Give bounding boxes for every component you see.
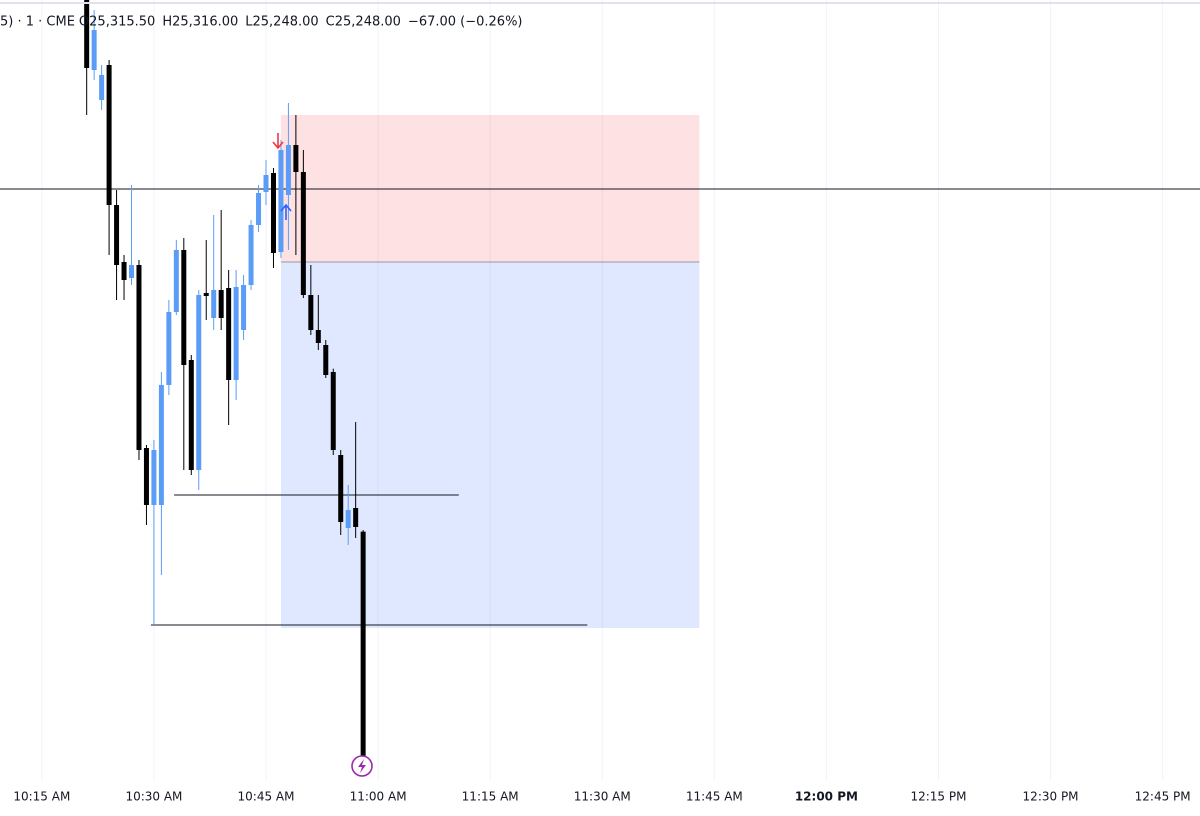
alert-icon[interactable] xyxy=(351,755,373,777)
candle-body xyxy=(114,205,120,265)
candle-body xyxy=(166,312,172,385)
candle-body xyxy=(226,288,232,380)
header: 5) · 1 · CME O25,315.50 H25,316.00 L25,248… xyxy=(0,15,523,30)
x-tick-label: 11:00 AM xyxy=(350,790,407,804)
x-tick-label: 11:30 AM xyxy=(574,790,631,804)
x-tick-label: 10:45 AM xyxy=(238,790,295,804)
grid xyxy=(41,0,1164,780)
candle-body xyxy=(99,75,105,100)
ohlc-value: C25,248.00 xyxy=(326,15,401,30)
candle-body xyxy=(270,173,276,253)
candle-body xyxy=(353,508,359,527)
candle-body xyxy=(211,290,217,318)
x-tick-label: 12:00 PM xyxy=(795,790,858,804)
candle-body xyxy=(203,293,209,296)
x-tick-label: 12:30 PM xyxy=(1023,790,1079,804)
candle-body xyxy=(300,172,306,295)
alert-bolt xyxy=(358,759,366,773)
candle-body xyxy=(330,372,336,450)
candle-body xyxy=(315,330,321,343)
candle-body xyxy=(248,225,254,285)
candle-body xyxy=(151,450,157,505)
x-tick-label: 12:15 PM xyxy=(910,790,966,804)
buy-arrow xyxy=(280,203,292,220)
x-tick-label: 11:45 AM xyxy=(686,790,743,804)
x-tick-label: 11:15 AM xyxy=(462,790,519,804)
sell-arrow xyxy=(272,133,284,150)
candle-body xyxy=(323,345,329,375)
candle-body xyxy=(158,385,164,505)
candle-body xyxy=(84,0,90,68)
candle-body xyxy=(136,265,142,450)
x-tick-label: 12:45 PM xyxy=(1135,790,1191,804)
ohlc-value: H25,316.00 xyxy=(162,15,238,30)
candle-body xyxy=(263,175,269,192)
x-tick-label: 10:15 AM xyxy=(13,790,70,804)
ohlc-value: O25,315.50 xyxy=(79,15,155,30)
candle-body xyxy=(91,30,97,70)
candle-body xyxy=(241,285,247,330)
candle-body xyxy=(256,193,262,225)
trade-arrows xyxy=(272,133,292,220)
candle-body xyxy=(173,250,179,312)
candle-body xyxy=(293,145,299,172)
x-tick-label: 10:30 AM xyxy=(125,790,182,804)
candle-body xyxy=(308,295,314,330)
candle-body xyxy=(233,287,239,380)
candle-body xyxy=(345,510,351,528)
candle-body xyxy=(188,360,194,470)
candle-body xyxy=(360,531,366,757)
candle-body xyxy=(143,448,149,505)
ohlc-value: −67.00 (−0.26%) xyxy=(408,15,523,30)
candle-body xyxy=(121,262,127,280)
candle-body xyxy=(278,150,284,252)
candle-body xyxy=(129,265,135,278)
candle-body xyxy=(218,290,224,318)
position-tool[interactable] xyxy=(280,115,700,628)
candle-body xyxy=(196,295,202,470)
symbol: 5) · 1 · CME xyxy=(0,15,75,30)
candles xyxy=(84,0,366,757)
candle-body xyxy=(285,145,291,195)
candle-body xyxy=(181,250,187,365)
ohlc-value: L25,248.00 xyxy=(245,15,318,30)
horizontal-lines[interactable] xyxy=(0,188,1200,626)
candle-body xyxy=(106,65,112,205)
target-zone xyxy=(280,262,700,628)
candle-body xyxy=(338,455,344,522)
